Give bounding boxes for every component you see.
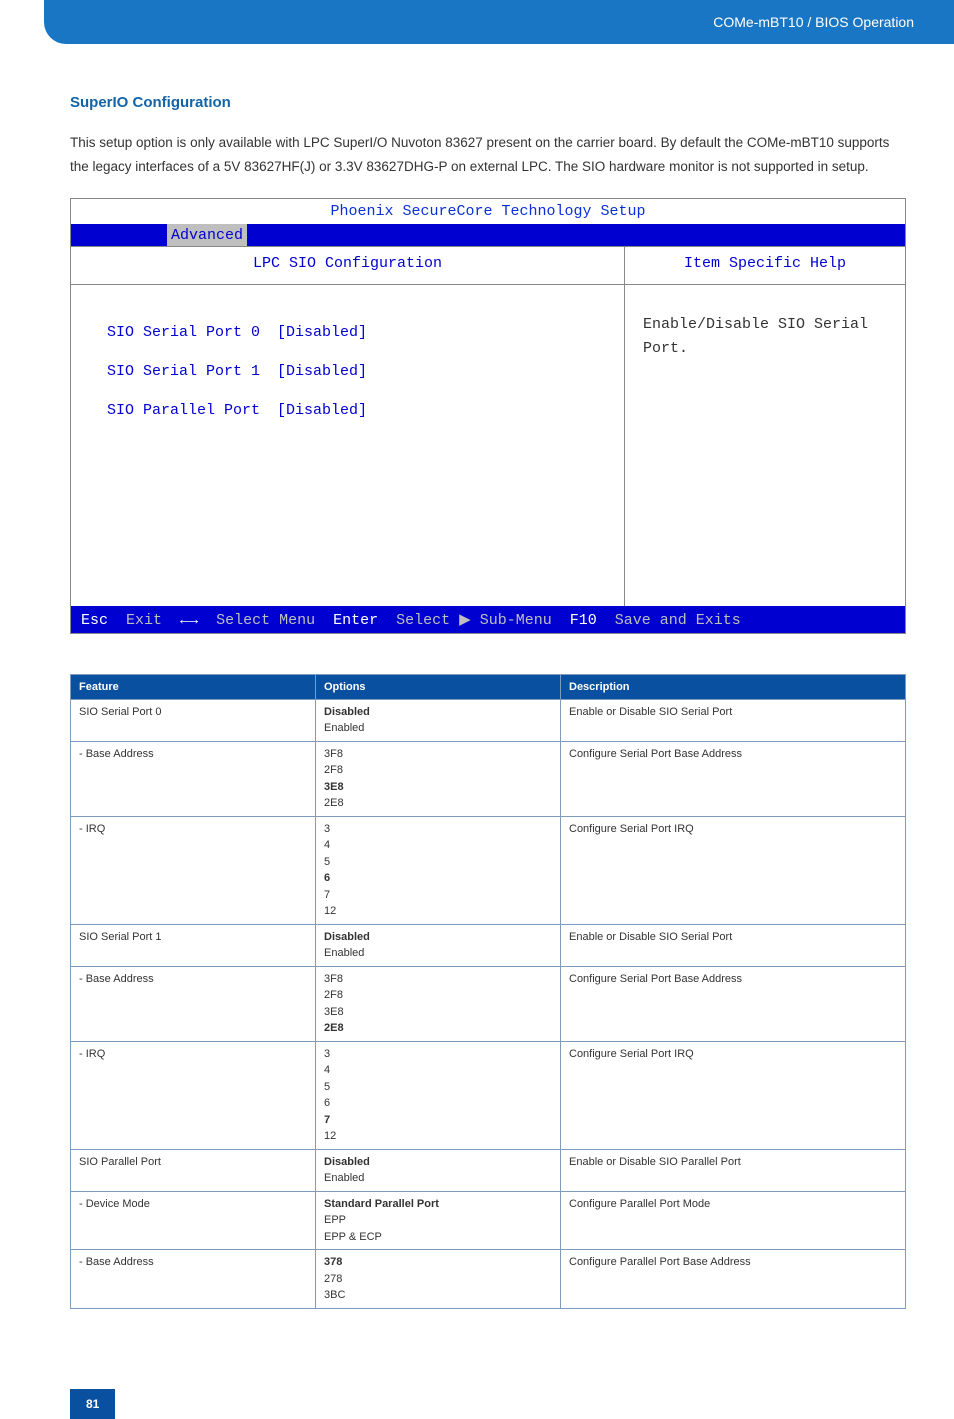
bios-action-save: Save and Exits	[615, 612, 741, 629]
bios-body: LPC SIO Configuration SIO Serial Port 0[…	[71, 246, 905, 606]
table-cell-options: DisabledEnabled	[316, 1149, 561, 1191]
bios-left-pane: LPC SIO Configuration SIO Serial Port 0[…	[71, 246, 625, 606]
page-footer: 81	[0, 1389, 954, 1419]
table-row: - Base Address3F82F83E82E8Configure Seri…	[71, 741, 906, 816]
bios-option-label: SIO Serial Port 1	[107, 352, 277, 391]
table-cell-feature: - Base Address	[71, 741, 316, 816]
bios-option-row[interactable]: SIO Parallel Port[Disabled]	[107, 391, 624, 430]
features-table: Feature Options Description SIO Serial P…	[70, 674, 906, 1309]
table-cell-feature: - IRQ	[71, 1041, 316, 1149]
bios-key-enter[interactable]: Enter	[333, 612, 378, 629]
table-cell-feature: SIO Serial Port 0	[71, 699, 316, 741]
table-cell-options: DisabledEnabled	[316, 699, 561, 741]
table-row: SIO Serial Port 0DisabledEnabledEnable o…	[71, 699, 906, 741]
table-row: SIO Serial Port 1DisabledEnabledEnable o…	[71, 924, 906, 966]
bios-title: Phoenix SecureCore Technology Setup	[71, 199, 905, 224]
bios-left-content: SIO Serial Port 0[Disabled] SIO Serial P…	[71, 285, 624, 430]
bios-key-esc[interactable]: Esc	[81, 612, 108, 629]
bios-option-label: SIO Parallel Port	[107, 391, 277, 430]
section-title: SuperIO Configuration	[70, 94, 906, 111]
table-cell-description: Configure Serial Port IRQ	[561, 1041, 906, 1149]
bios-tab-spacer	[71, 224, 167, 246]
table-cell-options: 3F82F83E82E8	[316, 966, 561, 1041]
table-cell-options: DisabledEnabled	[316, 924, 561, 966]
bios-tab-row: Advanced	[71, 224, 905, 246]
bios-footer: Esc Exit ←→ Select Menu Enter Select ▶ S…	[71, 606, 905, 633]
bios-right-header: Item Specific Help	[625, 247, 905, 285]
bios-help-text: Enable/Disable SIO Serial Port.	[625, 285, 905, 389]
table-cell-description: Enable or Disable SIO Serial Port	[561, 924, 906, 966]
bios-screenshot: Phoenix SecureCore Technology Setup Adva…	[70, 198, 906, 634]
table-cell-description: Configure Parallel Port Base Address	[561, 1250, 906, 1309]
table-cell-feature: - Base Address	[71, 1250, 316, 1309]
table-header-description: Description	[561, 674, 906, 699]
table-row: - Device ModeStandard Parallel PortEPPEP…	[71, 1191, 906, 1250]
table-cell-feature: - IRQ	[71, 816, 316, 924]
table-cell-description: Enable or Disable SIO Serial Port	[561, 699, 906, 741]
bios-left-header: LPC SIO Configuration	[71, 247, 624, 285]
bios-key-f10[interactable]: F10	[570, 612, 597, 629]
bios-option-value: [Disabled]	[277, 324, 367, 341]
table-cell-description: Enable or Disable SIO Parallel Port	[561, 1149, 906, 1191]
table-row: - Base Address3F82F83E82E8Configure Seri…	[71, 966, 906, 1041]
page-content: SuperIO Configuration This setup option …	[0, 44, 954, 1329]
table-cell-feature: - Base Address	[71, 966, 316, 1041]
table-row: SIO Parallel PortDisabledEnabledEnable o…	[71, 1149, 906, 1191]
bios-option-row[interactable]: SIO Serial Port 0[Disabled]	[107, 313, 624, 352]
table-cell-feature: - Device Mode	[71, 1191, 316, 1250]
bios-option-row[interactable]: SIO Serial Port 1[Disabled]	[107, 352, 624, 391]
bios-action-select-menu: Select Menu	[216, 612, 315, 629]
bios-right-pane: Item Specific Help Enable/Disable SIO Se…	[625, 246, 905, 606]
table-cell-options: 3456712	[316, 816, 561, 924]
section-paragraph: This setup option is only available with…	[70, 131, 906, 180]
table-row: - IRQ3456712Configure Serial Port IRQ	[71, 1041, 906, 1149]
table-cell-description: Configure Serial Port Base Address	[561, 966, 906, 1041]
header-bar: COMe-mBT10 / BIOS Operation	[44, 0, 954, 44]
table-header-options: Options	[316, 674, 561, 699]
table-cell-options: 3782783BC	[316, 1250, 561, 1309]
bios-tab-advanced[interactable]: Advanced	[167, 224, 247, 246]
table-cell-feature: SIO Serial Port 1	[71, 924, 316, 966]
table-cell-options: 3F82F83E82E8	[316, 741, 561, 816]
bios-option-label: SIO Serial Port 0	[107, 313, 277, 352]
page-number: 81	[70, 1389, 115, 1419]
bios-action-exit: Exit	[126, 612, 162, 629]
table-cell-feature: SIO Parallel Port	[71, 1149, 316, 1191]
table-header-feature: Feature	[71, 674, 316, 699]
table-cell-options: Standard Parallel PortEPPEPP & ECP	[316, 1191, 561, 1250]
table-row: - Base Address3782783BCConfigure Paralle…	[71, 1250, 906, 1309]
breadcrumb: COMe-mBT10 / BIOS Operation	[713, 14, 914, 30]
table-cell-options: 3456712	[316, 1041, 561, 1149]
table-cell-description: Configure Serial Port Base Address	[561, 741, 906, 816]
table-header-row: Feature Options Description	[71, 674, 906, 699]
bios-option-value: [Disabled]	[277, 402, 367, 419]
table-row: - IRQ3456712Configure Serial Port IRQ	[71, 816, 906, 924]
bios-key-arrows[interactable]: ←→	[180, 612, 198, 629]
bios-option-value: [Disabled]	[277, 363, 367, 380]
table-cell-description: Configure Parallel Port Mode	[561, 1191, 906, 1250]
bios-action-select-sub: Select ▶ Sub-Menu	[396, 612, 552, 629]
table-cell-description: Configure Serial Port IRQ	[561, 816, 906, 924]
